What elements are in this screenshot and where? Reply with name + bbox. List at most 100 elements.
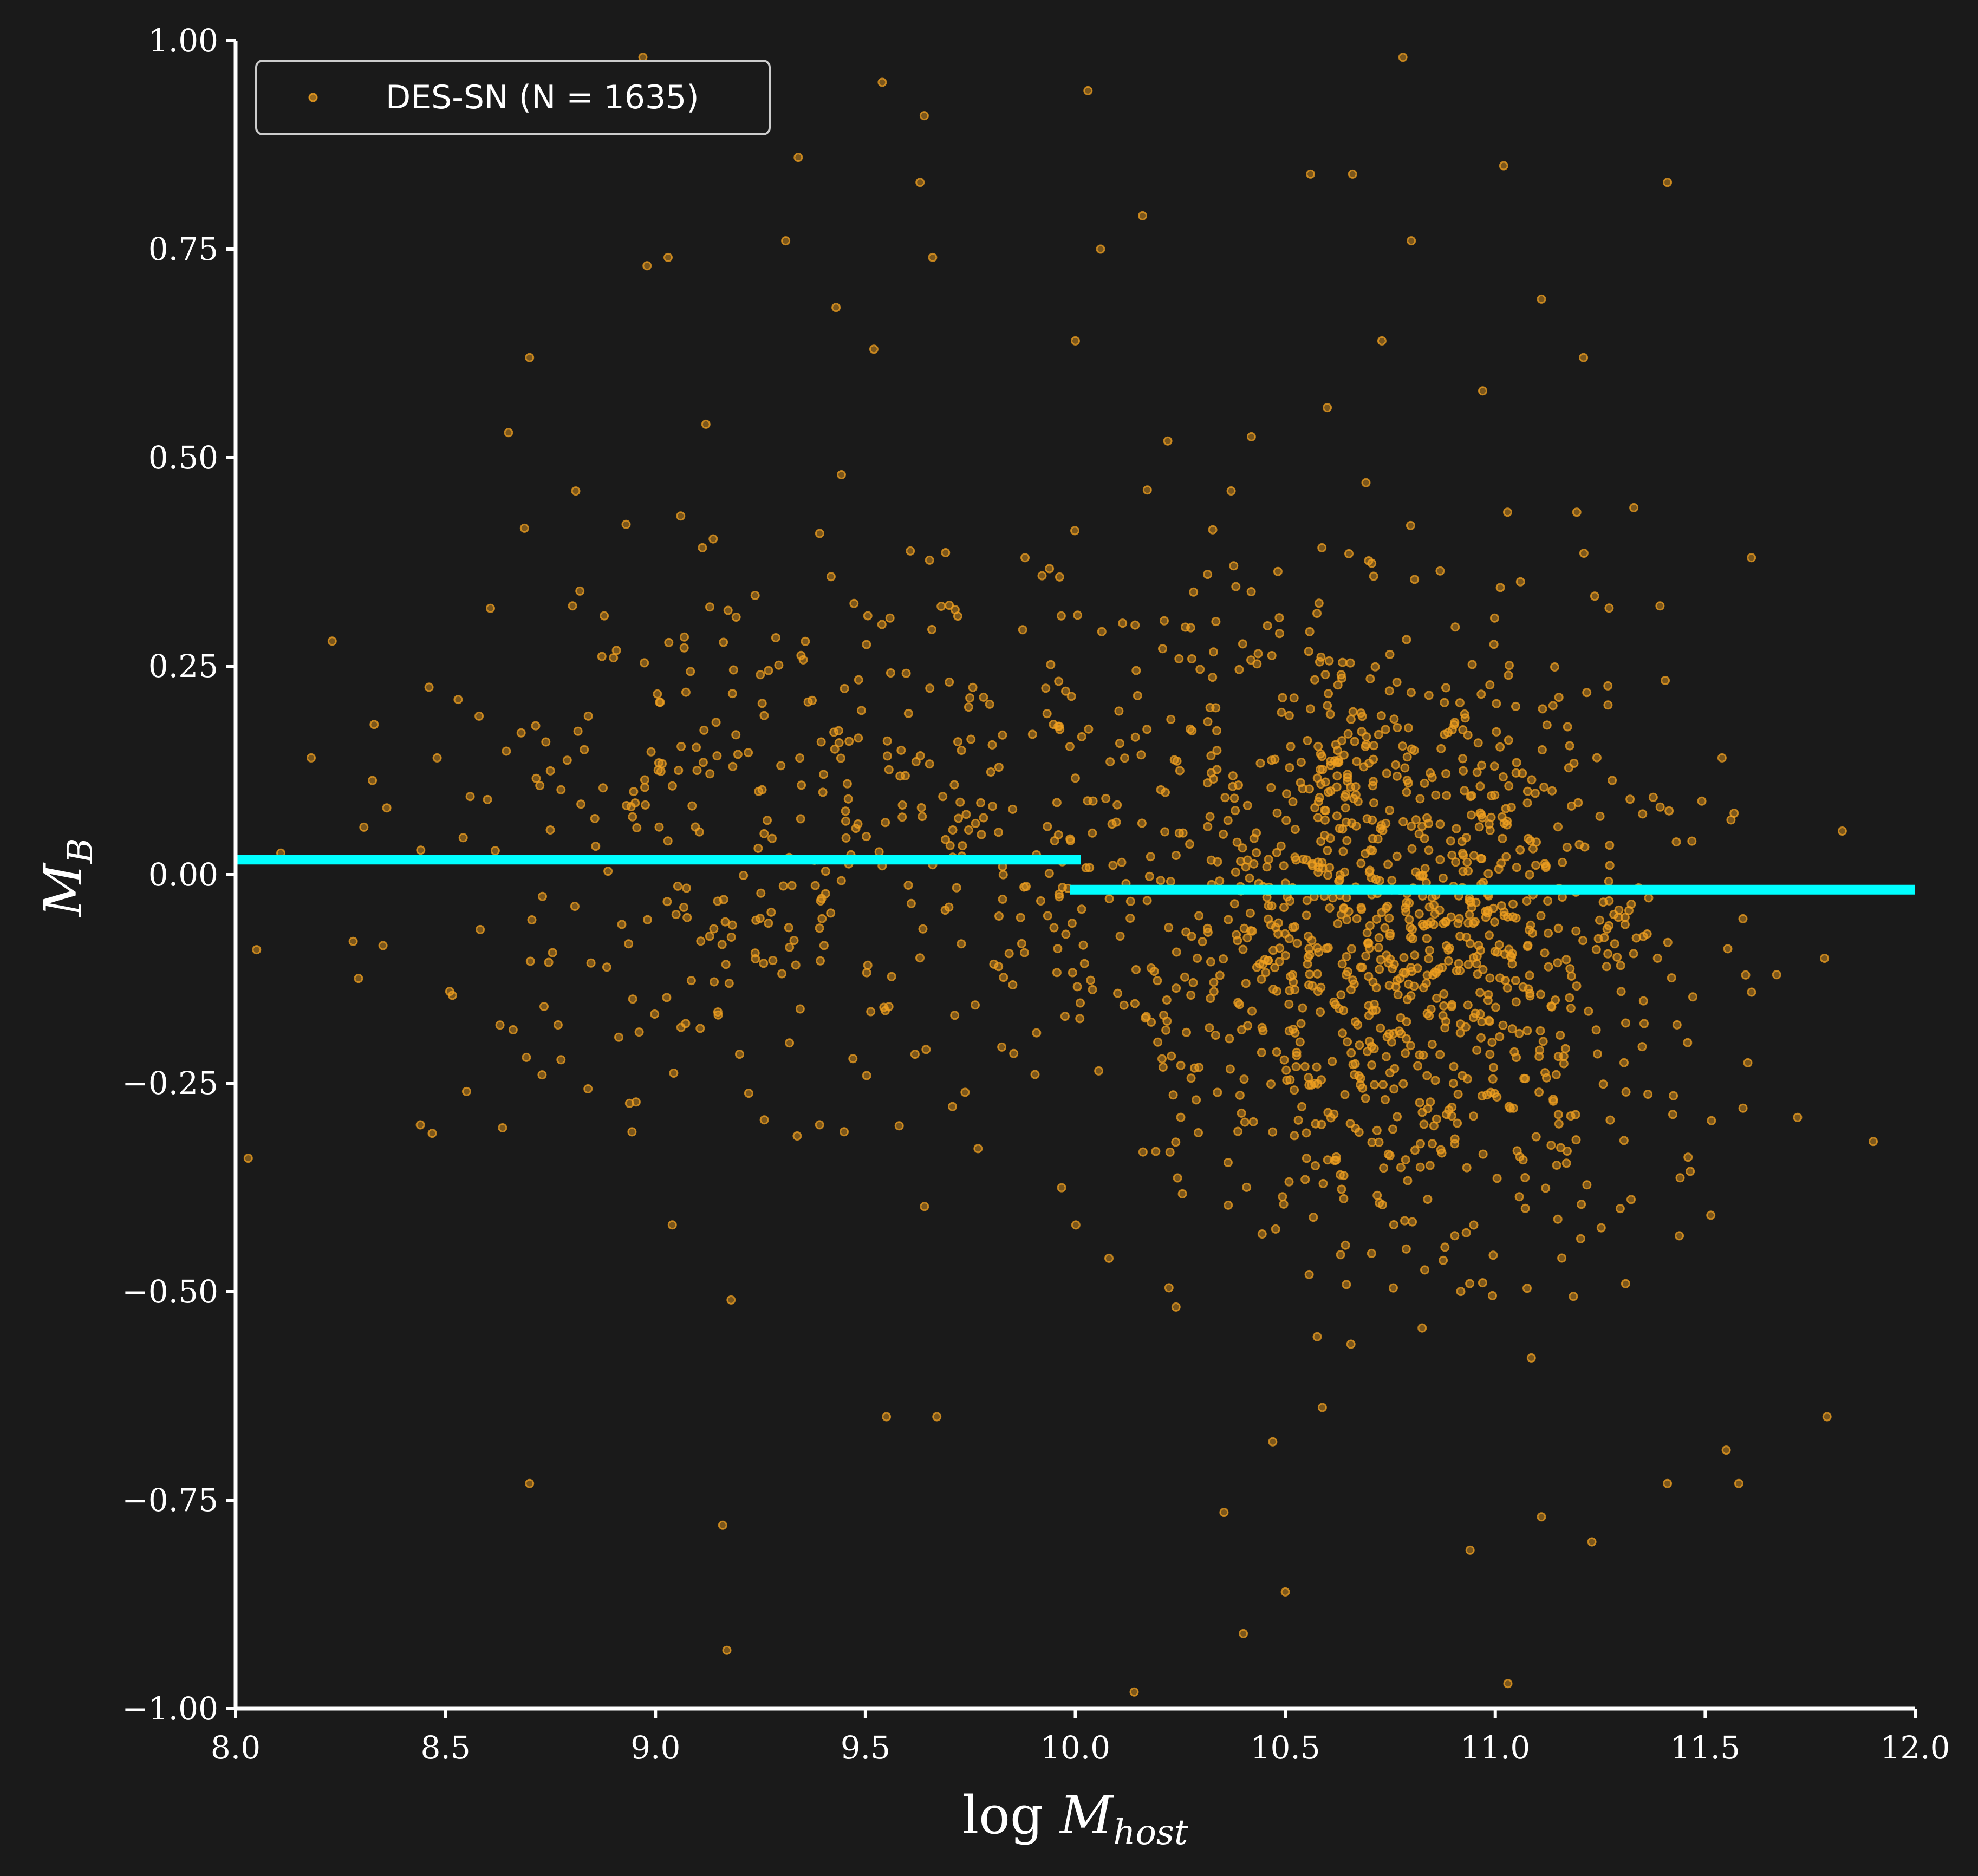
data-point bbox=[701, 419, 711, 429]
data-point bbox=[632, 823, 642, 832]
data-point bbox=[562, 755, 572, 765]
data-point bbox=[1198, 937, 1207, 947]
data-point bbox=[1478, 1278, 1487, 1288]
data-point bbox=[1241, 979, 1251, 988]
data-point bbox=[840, 683, 849, 693]
data-point bbox=[1424, 845, 1434, 855]
data-point bbox=[1266, 920, 1276, 930]
data-point bbox=[1393, 723, 1402, 732]
data-point bbox=[1376, 955, 1385, 965]
data-point bbox=[1369, 798, 1378, 808]
data-point bbox=[1237, 1025, 1246, 1034]
data-point bbox=[1071, 336, 1080, 346]
data-point bbox=[1621, 1087, 1631, 1097]
data-point bbox=[1664, 806, 1674, 816]
data-point bbox=[698, 543, 707, 552]
data-point bbox=[1565, 964, 1575, 974]
data-point bbox=[378, 941, 388, 950]
data-point bbox=[1578, 936, 1588, 946]
data-point bbox=[1172, 947, 1181, 957]
data-point bbox=[817, 894, 827, 903]
data-point bbox=[692, 766, 702, 776]
data-point bbox=[774, 660, 784, 670]
data-point bbox=[1131, 965, 1141, 974]
data-point bbox=[843, 794, 853, 804]
data-point bbox=[1281, 950, 1290, 960]
data-point bbox=[819, 941, 829, 950]
data-point bbox=[1426, 768, 1435, 778]
legend-marker bbox=[308, 93, 318, 102]
data-point bbox=[1194, 911, 1204, 921]
data-point bbox=[1648, 792, 1658, 802]
data-point bbox=[1458, 1071, 1467, 1080]
data-point bbox=[1410, 1145, 1420, 1155]
data-point bbox=[1193, 953, 1202, 963]
data-point bbox=[1138, 211, 1147, 220]
data-point bbox=[976, 798, 986, 807]
data-point bbox=[1332, 758, 1342, 767]
data-point bbox=[1215, 876, 1225, 886]
data-point bbox=[979, 692, 988, 702]
data-point bbox=[1292, 939, 1302, 948]
data-point bbox=[1465, 1545, 1475, 1555]
data-point bbox=[723, 605, 733, 615]
data-point bbox=[1435, 819, 1445, 829]
data-point bbox=[1441, 769, 1451, 778]
data-point bbox=[591, 842, 601, 851]
data-point bbox=[1450, 1231, 1460, 1241]
data-point bbox=[1209, 647, 1218, 657]
data-point bbox=[1268, 1127, 1278, 1137]
data-point bbox=[1368, 781, 1377, 791]
data-point bbox=[1522, 798, 1532, 808]
data-point bbox=[1157, 1054, 1167, 1064]
data-point bbox=[1186, 991, 1196, 1000]
data-point bbox=[686, 667, 695, 676]
data-point bbox=[348, 936, 358, 946]
data-point bbox=[966, 734, 976, 744]
data-point bbox=[1268, 946, 1278, 955]
data-point bbox=[1086, 975, 1096, 985]
data-point bbox=[1590, 591, 1599, 601]
data-point bbox=[1357, 962, 1367, 972]
data-point bbox=[1459, 766, 1468, 776]
data-point bbox=[744, 1089, 753, 1098]
data-point bbox=[1174, 654, 1184, 663]
data-point bbox=[1595, 915, 1604, 925]
data-point bbox=[692, 742, 701, 752]
data-point bbox=[1142, 725, 1152, 734]
data-point bbox=[1302, 910, 1311, 920]
data-point bbox=[474, 711, 484, 721]
data-point bbox=[1292, 1047, 1302, 1057]
data-point bbox=[1245, 908, 1255, 918]
data-point bbox=[731, 613, 741, 622]
data-point bbox=[1637, 1042, 1647, 1052]
data-point bbox=[862, 1071, 871, 1080]
data-point bbox=[1361, 741, 1370, 751]
data-point bbox=[831, 303, 841, 312]
data-point bbox=[1212, 765, 1222, 774]
data-point bbox=[989, 959, 999, 969]
data-point bbox=[1208, 525, 1218, 535]
data-point bbox=[1398, 1079, 1408, 1089]
data-point bbox=[1177, 1189, 1187, 1198]
data-point bbox=[1411, 815, 1421, 825]
data-point bbox=[641, 800, 650, 810]
data-point bbox=[1345, 1119, 1355, 1129]
data-point bbox=[415, 1120, 425, 1130]
data-point bbox=[1522, 942, 1532, 952]
data-point bbox=[713, 896, 723, 906]
data-point bbox=[1663, 937, 1673, 947]
data-point bbox=[679, 902, 688, 912]
y-tick-label: −0.25 bbox=[122, 1065, 218, 1102]
data-point bbox=[964, 702, 973, 712]
data-point bbox=[1661, 676, 1670, 685]
data-point bbox=[611, 646, 621, 655]
data-point bbox=[1274, 613, 1284, 623]
data-point bbox=[1361, 951, 1371, 961]
data-point bbox=[1138, 1147, 1148, 1157]
data-point bbox=[541, 737, 551, 747]
data-point bbox=[1279, 861, 1289, 871]
data-point bbox=[1336, 990, 1346, 1000]
data-point bbox=[722, 1645, 732, 1655]
data-point bbox=[1017, 939, 1026, 948]
